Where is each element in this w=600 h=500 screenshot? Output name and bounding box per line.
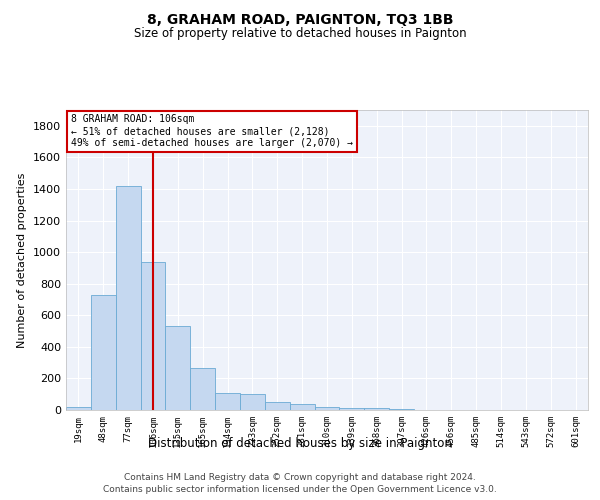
Text: Contains public sector information licensed under the Open Government Licence v3: Contains public sector information licen…	[103, 485, 497, 494]
Text: 8, GRAHAM ROAD, PAIGNTON, TQ3 1BB: 8, GRAHAM ROAD, PAIGNTON, TQ3 1BB	[147, 12, 453, 26]
Bar	[290, 404, 314, 410]
Bar	[66, 407, 91, 410]
Text: Distribution of detached houses by size in Paignton: Distribution of detached houses by size …	[148, 438, 452, 450]
Y-axis label: Number of detached properties: Number of detached properties	[17, 172, 28, 348]
Bar	[389, 409, 414, 410]
Text: Contains HM Land Registry data © Crown copyright and database right 2024.: Contains HM Land Registry data © Crown c…	[124, 472, 476, 482]
Bar	[314, 407, 340, 410]
Text: 8 GRAHAM ROAD: 106sqm
← 51% of detached houses are smaller (2,128)
49% of semi-d: 8 GRAHAM ROAD: 106sqm ← 51% of detached …	[71, 114, 353, 148]
Bar	[190, 368, 215, 410]
Bar	[364, 408, 389, 410]
Bar	[166, 326, 190, 410]
Bar	[340, 408, 364, 410]
Bar	[91, 294, 116, 410]
Bar	[116, 186, 140, 410]
Text: Size of property relative to detached houses in Paignton: Size of property relative to detached ho…	[134, 28, 466, 40]
Bar	[215, 392, 240, 410]
Bar	[140, 262, 166, 410]
Bar	[265, 402, 290, 410]
Bar	[240, 394, 265, 410]
